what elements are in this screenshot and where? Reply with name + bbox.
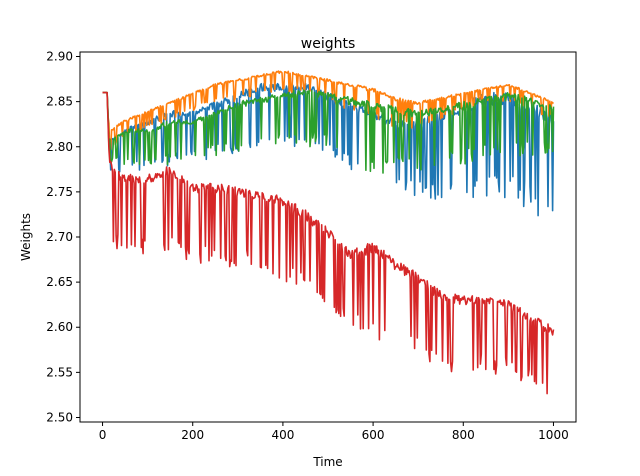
x-tick-label: 1000 [538,428,569,442]
y-tick-label: 2.55 [46,365,73,379]
y-axis-title: Weights [19,213,33,261]
y-tick-label: 2.70 [46,230,73,244]
y-tick-label: 2.90 [46,50,73,64]
series-line-3 [102,89,555,174]
y-tick-label: 2.80 [46,140,73,154]
x-tick-label: 400 [271,428,294,442]
y-tick-label: 2.60 [46,320,73,334]
x-tick-label: 800 [452,428,475,442]
x-tick-label: 0 [99,428,107,442]
y-tick-label: 2.50 [46,410,73,424]
y-tick-label: 2.65 [46,275,73,289]
series-line-4 [102,91,555,395]
x-tick-label: 200 [181,428,204,442]
x-axis-title: Time [312,455,342,469]
y-axis: 2.50 2.55 2.60 2.65 2.70 2.75 2.80 2.85 2.90 [46,50,80,424]
y-tick-label: 2.75 [46,185,73,199]
series-layer [102,70,555,395]
chart-title: weights [301,36,356,52]
x-axis: 0 200 400 600 800 1000 [99,422,569,442]
series-line-2 [102,70,554,153]
x-tick-label: 600 [362,428,385,442]
y-tick-label: 2.85 [46,95,73,109]
